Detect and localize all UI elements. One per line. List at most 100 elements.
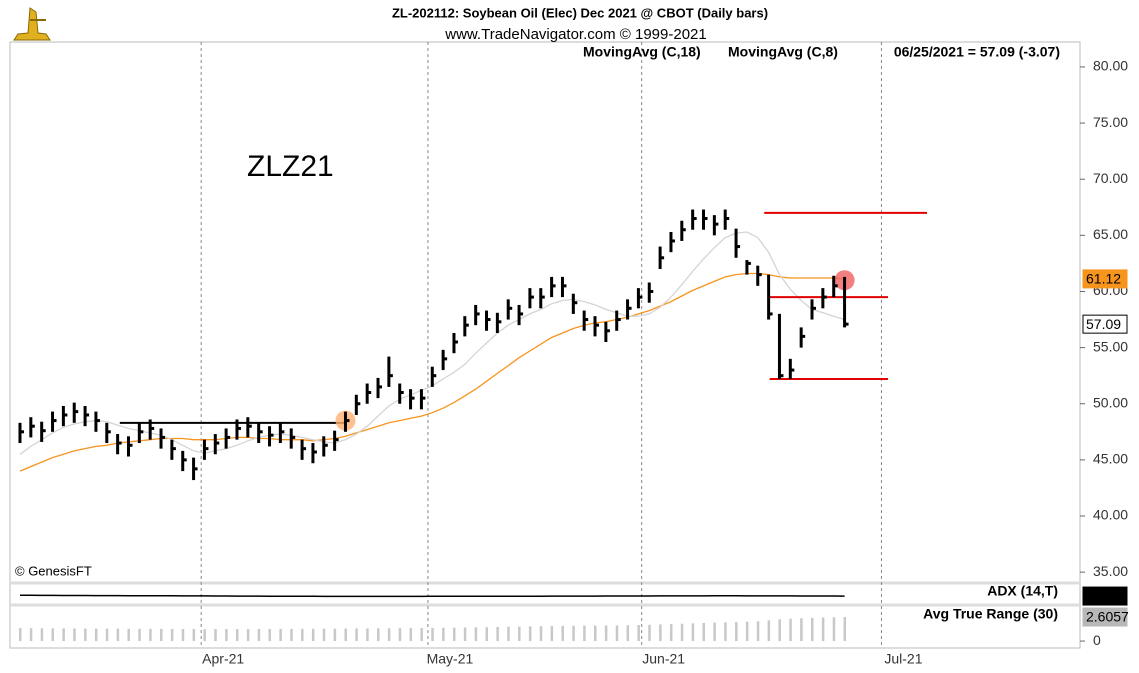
bar (246, 629, 250, 642)
bar (811, 617, 814, 642)
value-flag (1082, 607, 1128, 627)
legend-entry: MovingAvg (C,18) (583, 44, 701, 60)
bar (84, 628, 87, 642)
chart-title: ZL-202112: Soybean Oil (Elec) Dec 2021 @… (392, 5, 768, 20)
bar (615, 625, 619, 642)
bar (62, 628, 65, 642)
bar (105, 628, 109, 642)
bar (767, 620, 771, 642)
logo (13, 7, 51, 41)
annotation: ZLZ21 (247, 150, 334, 183)
bar (160, 628, 163, 642)
bar (420, 627, 423, 642)
bar (322, 628, 326, 642)
bar (377, 628, 380, 642)
value-flag (1082, 269, 1128, 289)
value-flag-label: 2.6057 (1086, 609, 1129, 625)
x-tick-label: Jun-21 (642, 651, 685, 667)
bar (659, 624, 662, 642)
bar (398, 628, 402, 642)
bar (648, 624, 651, 642)
chart-subtitle: www.TradeNavigator.com © 1999-2021 (444, 26, 706, 43)
value-flag-label: 61.12 (1086, 271, 1121, 287)
bar (724, 622, 727, 642)
y-tick-label: 50.00 (1093, 394, 1128, 410)
bar (680, 623, 684, 642)
panel-label: ADX (14,T) (987, 583, 1058, 599)
y-tick-label: 70.00 (1093, 170, 1128, 186)
bar (192, 629, 196, 642)
bar (463, 627, 467, 642)
bar (637, 625, 640, 642)
bar (821, 617, 825, 642)
y-tick-label: 80.00 (1093, 58, 1128, 74)
bar (485, 627, 489, 642)
bar (409, 628, 413, 642)
bar (257, 628, 261, 642)
bar (843, 617, 847, 642)
bar (442, 627, 445, 642)
series-line (20, 594, 845, 598)
bar (366, 628, 369, 642)
bar (539, 626, 543, 642)
bar (149, 628, 152, 642)
bar (355, 628, 358, 642)
bar (333, 628, 337, 642)
bar (290, 628, 293, 642)
y-tick-label: 55.00 (1093, 338, 1128, 354)
legend-entry: MovingAvg (C,8) (728, 44, 838, 60)
x-tick-label: Apr-21 (202, 651, 244, 667)
y-tick-label: 65.00 (1093, 226, 1128, 242)
bar (225, 629, 228, 642)
value-flag-label: 57.09 (1086, 316, 1121, 332)
bar (474, 627, 478, 642)
copyright: © GenesisFT (15, 563, 92, 578)
bar (832, 617, 836, 642)
bar (431, 627, 434, 642)
bar (311, 628, 315, 642)
bar (702, 622, 706, 642)
x-tick-label: Jul-21 (884, 651, 922, 667)
bar (713, 622, 716, 642)
series-line (19, 272, 845, 472)
bar (756, 621, 760, 642)
bar (507, 626, 510, 642)
bar (279, 628, 282, 642)
bar (452, 627, 456, 642)
bar (583, 625, 586, 642)
bar (735, 622, 738, 642)
bar (181, 628, 185, 642)
bar (561, 625, 564, 642)
bar (73, 628, 76, 642)
bar (626, 625, 630, 642)
bar (268, 628, 272, 642)
bar (572, 625, 575, 642)
y-tick-label: 35.00 (1093, 563, 1128, 579)
y-tick-label: 75.00 (1093, 114, 1128, 130)
y-tick-label: 40.00 (1093, 507, 1128, 523)
bar (496, 626, 499, 642)
bar (94, 628, 98, 642)
value-flag (1082, 314, 1128, 334)
bar (235, 629, 239, 642)
bar (344, 628, 347, 642)
bar (301, 628, 304, 642)
bar (18, 628, 22, 642)
status: 06/25/2021 = 57.09 (-3.07) (894, 44, 1060, 60)
bar (127, 628, 130, 642)
bar (387, 628, 391, 642)
bar (40, 628, 44, 642)
bar (528, 626, 532, 642)
bar (789, 618, 792, 642)
panel-label: Avg True Range (30) (923, 606, 1058, 622)
bar (170, 628, 174, 642)
bar (745, 621, 749, 642)
bar (778, 619, 781, 642)
bar (518, 626, 521, 642)
bar (800, 618, 803, 642)
bar (116, 628, 120, 642)
bar (214, 629, 217, 642)
x-tick-label: May-21 (427, 651, 474, 667)
